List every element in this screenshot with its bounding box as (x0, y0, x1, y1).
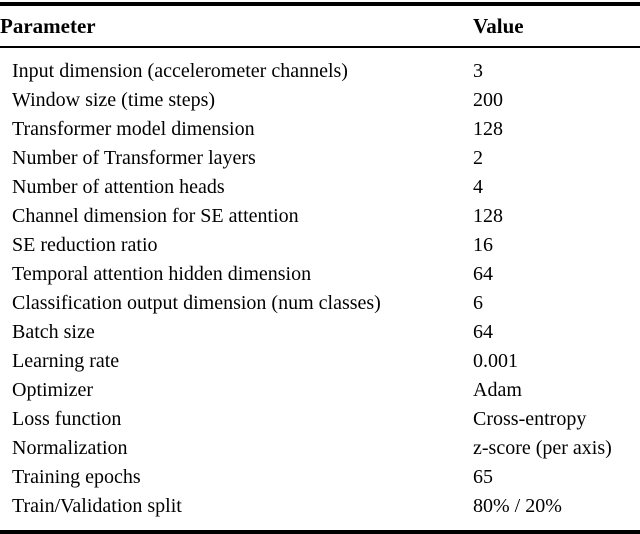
parameter-cell: Learning rate (12, 350, 120, 372)
table-row: Training epochs 65 (0, 463, 640, 492)
parameter-cell: Batch size (12, 321, 95, 343)
parameter-cell: Number of attention heads (12, 176, 225, 198)
table-row: Transformer model dimension 128 (0, 115, 640, 144)
parameter-cell: Loss function (12, 408, 122, 430)
parameter-cell: SE reduction ratio (12, 234, 158, 256)
table-row: Batch size 64 (0, 318, 640, 347)
table-row: Normalization z-score (per axis) (0, 434, 640, 463)
header-cell-parameter: Parameter (0, 4, 473, 48)
parameter-cell: Channel dimension for SE attention (12, 205, 299, 227)
value-cell: 200 (473, 89, 503, 111)
parameter-cell: Window size (time steps) (12, 89, 216, 111)
table-row: Number of attention heads 4 (0, 173, 640, 202)
value-cell: 128 (473, 205, 503, 227)
value-cell: 128 (473, 118, 503, 140)
parameter-cell: Classification output dimension (num cla… (12, 292, 381, 314)
value-cell: Cross-entropy (473, 408, 587, 430)
table-row: Train/Validation split 80% / 20% (0, 492, 640, 532)
table-row: Channel dimension for SE attention 128 (0, 202, 640, 231)
value-cell: 3 (473, 60, 483, 82)
table-row: Optimizer Adam (0, 376, 640, 405)
value-cell: z-score (per axis) (473, 437, 612, 459)
table-row: Window size (time steps) 200 (0, 86, 640, 115)
value-cell: 0.001 (473, 350, 518, 372)
table-body: Input dimension (accelerometer channels)… (0, 47, 640, 532)
header-row: Parameter Value (0, 4, 640, 48)
parameter-cell: Optimizer (12, 379, 94, 401)
parameter-cell: Train/Validation split (12, 495, 182, 517)
parameter-cell: Normalization (12, 437, 128, 459)
value-cell: 4 (473, 176, 483, 198)
parameter-cell: Number of Transformer layers (12, 147, 256, 169)
table-row: Learning rate 0.001 (0, 347, 640, 376)
parameter-cell: Temporal attention hidden dimension (12, 263, 312, 285)
table-row: Number of Transformer layers 2 (0, 144, 640, 173)
header-cell-value: Value (473, 4, 640, 48)
value-cell: 16 (473, 234, 493, 256)
parameter-cell: Training epochs (12, 466, 141, 488)
table-row: Input dimension (accelerometer channels)… (0, 47, 640, 86)
value-cell: 6 (473, 292, 483, 314)
table-row: Classification output dimension (num cla… (0, 289, 640, 318)
table-header: Parameter Value (0, 4, 640, 48)
table-row: Loss function Cross-entropy (0, 405, 640, 434)
value-cell: 65 (473, 466, 493, 488)
table-row: SE reduction ratio 16 (0, 231, 640, 260)
parameter-cell: Transformer model dimension (12, 118, 255, 140)
table-row: Temporal attention hidden dimension 64 (0, 260, 640, 289)
value-cell: 64 (473, 263, 493, 285)
value-cell: Adam (473, 379, 522, 401)
value-cell: 80% / 20% (473, 495, 562, 517)
parameter-cell: Input dimension (accelerometer channels) (12, 60, 348, 82)
value-cell: 2 (473, 147, 483, 169)
value-cell: 64 (473, 321, 493, 343)
